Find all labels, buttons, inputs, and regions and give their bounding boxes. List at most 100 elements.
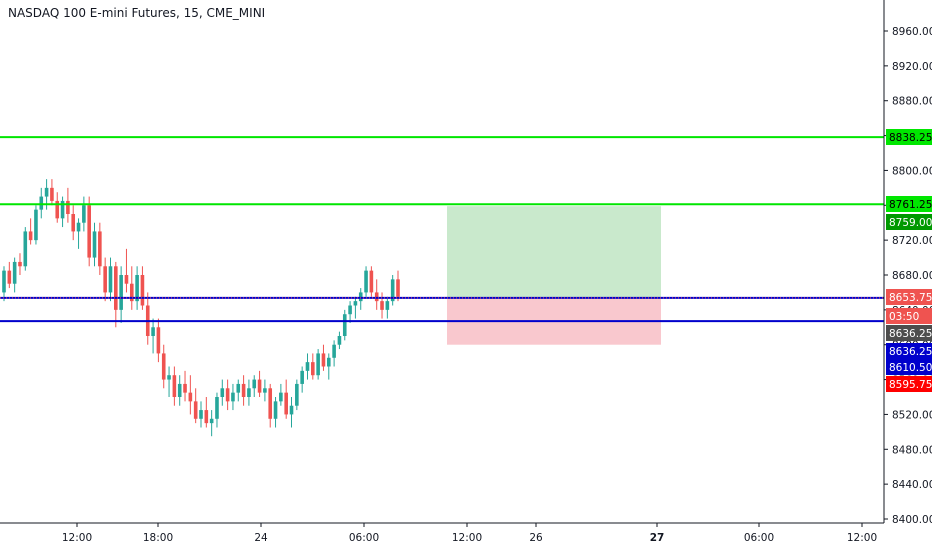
candle-body [140, 275, 145, 306]
candle-body [188, 392, 193, 402]
candle-body [98, 231, 102, 267]
candle-body [71, 214, 76, 232]
candle-body [161, 353, 166, 380]
candle-body [60, 200, 65, 219]
candle-body [215, 397, 219, 419]
price-tick-label: 8920.00 [892, 61, 932, 73]
candle-body [369, 270, 374, 293]
price-badge [886, 343, 932, 359]
candle-body [82, 205, 86, 223]
candle-body [295, 383, 299, 406]
time-tick-label: 12:00 [62, 532, 92, 544]
candle-body [236, 383, 241, 393]
candle-body [321, 353, 326, 367]
plot-area[interactable] [2, 179, 400, 437]
price-badge [886, 308, 932, 324]
candle-body [279, 392, 283, 402]
candle-body [305, 362, 310, 371]
candle-body [342, 314, 347, 336]
candle-body [358, 292, 363, 302]
price-badge [886, 196, 932, 212]
candle-body [119, 275, 123, 310]
price-badge-label: 8636.25 [889, 346, 932, 358]
candle-body [364, 270, 368, 293]
candle-body [326, 357, 331, 367]
candle-body [156, 327, 161, 354]
candle-body [129, 283, 134, 302]
price-badge [886, 214, 932, 230]
candle-body [114, 266, 118, 310]
candle-body [39, 196, 44, 210]
candle-body [289, 405, 294, 415]
candle-body [353, 301, 358, 306]
time-tick-label: 18:00 [143, 532, 173, 544]
time-tick-label: 12:00 [452, 532, 482, 544]
candle-body [396, 279, 400, 297]
candle-body [76, 222, 81, 232]
price-tick-label: 8400.00 [892, 514, 932, 526]
candle-body [23, 231, 28, 267]
price-badge-label: 8595.75 [889, 379, 932, 391]
price-badge [886, 289, 932, 305]
candle-body [316, 353, 320, 376]
candle-body [225, 388, 230, 402]
time-axis[interactable]: 12:00 18:00 24 06:00 12:00 26 27 06:00 12:00 [0, 522, 884, 544]
candle-body [66, 200, 70, 214]
position-target-zone [447, 206, 661, 298]
time-tick-label: 24 [254, 532, 268, 544]
price-tick-label: 8680.00 [892, 270, 932, 282]
price-tick-label: 8480.00 [892, 444, 932, 456]
price-badge-label: 8761.25 [889, 199, 932, 211]
candle-body [193, 401, 198, 419]
candle-body [380, 301, 384, 310]
candle-body [18, 261, 22, 267]
candle-body [220, 388, 225, 397]
price-badge [886, 325, 932, 341]
price-tick-label: 8880.00 [892, 96, 932, 108]
candle-body [263, 388, 267, 393]
candle-body [28, 231, 33, 241]
candle-body [209, 418, 214, 424]
candle-body [92, 231, 97, 258]
candle-body [172, 375, 177, 397]
time-tick-label: 12:00 [847, 532, 877, 544]
price-tick-label: 8520.00 [892, 409, 932, 421]
price-badge [886, 359, 932, 375]
candle-body [204, 410, 209, 424]
candle-body [300, 370, 304, 384]
candle-body [55, 200, 60, 219]
price-axis[interactable]: 8960.008920.008880.008840.008800.008760.… [883, 0, 932, 526]
candle-body [247, 388, 251, 397]
candle-body [374, 292, 379, 302]
candle-body [284, 392, 288, 415]
candle-body [311, 362, 315, 376]
drawing-overlay[interactable] [0, 136, 884, 345]
candle-body [50, 187, 54, 201]
price-tick-label: 8720.00 [892, 235, 932, 247]
candle-body [273, 401, 278, 419]
price-badge-label: 8636.25 [889, 328, 932, 340]
candle-body [177, 383, 182, 397]
candle-body [2, 270, 6, 293]
candle-body [337, 336, 342, 345]
candle-body [124, 275, 129, 284]
candle-body [167, 375, 171, 380]
price-badge [886, 376, 932, 392]
candle-body [12, 261, 17, 284]
candle-body [348, 305, 352, 315]
candle-body [252, 379, 257, 389]
price-badge-label: 03:50 [889, 311, 919, 323]
symbol-title[interactable]: NASDAQ 100 E-mini Futures, 15, CME_MINI [8, 6, 266, 20]
price-badge-label: 8838.25 [889, 132, 932, 144]
candle-body [268, 388, 273, 419]
time-tick-label: 27 [650, 532, 665, 544]
price-badge-label: 8610.50 [889, 362, 932, 374]
price-badge [886, 129, 932, 145]
candle-body [44, 187, 49, 197]
candle-body [199, 410, 203, 419]
candle-body [257, 379, 262, 393]
candle-body [34, 209, 38, 241]
candle-body [231, 392, 235, 402]
candle-body [151, 327, 155, 336]
